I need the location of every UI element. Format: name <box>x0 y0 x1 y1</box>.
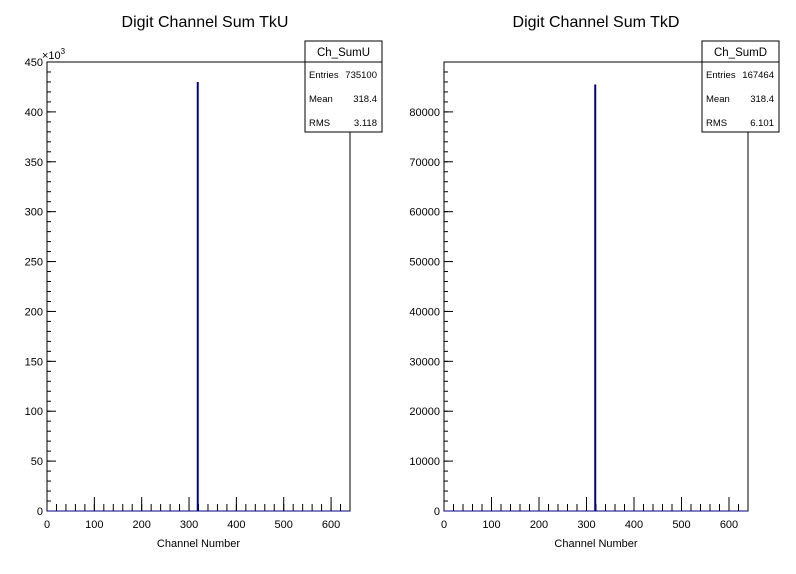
y-tick-label: 60000 <box>409 207 440 219</box>
x-tick-label: 400 <box>625 519 643 531</box>
y-tick-label: 80000 <box>409 107 440 119</box>
stats-box-title: Ch_SumD <box>714 47 767 59</box>
stats-value: 735100 <box>345 70 377 81</box>
stats-label: RMS <box>309 118 330 129</box>
x-tick-label: 300 <box>577 519 595 531</box>
y-tick-label: 400 <box>25 107 43 119</box>
y-tick-label: 70000 <box>409 157 440 169</box>
x-tick-label: 200 <box>133 519 151 531</box>
y-tick-label: 30000 <box>409 356 440 368</box>
stats-label: RMS <box>706 118 727 129</box>
x-tick-label: 400 <box>227 519 245 531</box>
stats-box: Ch_SumU Entries 735100 Mean 318.4 RMS 3.118 <box>304 40 383 133</box>
x-axis-label: Channel Number <box>554 538 637 550</box>
x-tick-label: 600 <box>720 519 738 531</box>
x-tick-label: 500 <box>672 519 690 531</box>
histogram-panel-2: Digit Channel Sum TkD 0 10000 20000 30000 400… <box>409 14 780 550</box>
chart-title: Digit Channel Sum TkU <box>122 14 289 31</box>
x-tick-label: 500 <box>275 519 293 531</box>
stats-box-title: Ch_SumU <box>317 47 370 59</box>
chart-title: Digit Channel Sum TkD <box>513 14 680 31</box>
stats-box-frame <box>304 40 383 133</box>
y-tick-label: 50 <box>31 456 43 468</box>
y-axis-multiplier: ×103 <box>42 47 66 62</box>
x-axis-label: Channel Number <box>157 538 240 550</box>
x-tick-label: 200 <box>530 519 548 531</box>
stats-box-frame <box>701 40 780 133</box>
y-tick-label: 10000 <box>409 456 440 468</box>
stats-label: Mean <box>706 94 730 105</box>
y-tick-label: 350 <box>25 157 43 169</box>
stats-value: 3.118 <box>354 118 377 129</box>
y-tick-label: 0 <box>434 506 440 518</box>
stats-label: Entries <box>706 70 736 81</box>
y-tick-label: 250 <box>25 257 43 269</box>
x-tick-label: 100 <box>482 519 500 531</box>
stats-label: Entries <box>309 70 339 81</box>
stats-value: 318.4 <box>750 94 774 105</box>
x-tick-label: 0 <box>44 519 50 531</box>
y-tick-label: 0 <box>37 506 43 518</box>
x-tick-label: 0 <box>441 519 447 531</box>
y-tick-label: 100 <box>25 406 43 418</box>
stats-value: 6.101 <box>750 118 774 129</box>
stats-box: Ch_SumD Entries 167464 Mean 318.4 RMS 6.101 <box>701 40 780 133</box>
y-tick-label: 300 <box>25 207 43 219</box>
y-tick-label: 40000 <box>409 306 440 318</box>
histogram-panel-1: Digit Channel Sum TkU 0 50 100 150 200 250 300 3… <box>25 14 383 550</box>
y-tick-label: 150 <box>25 356 43 368</box>
x-tick-label: 600 <box>322 519 340 531</box>
y-tick-label: 450 <box>25 57 43 69</box>
stats-value: 167464 <box>742 70 774 81</box>
x-tick-label: 100 <box>85 519 103 531</box>
y-tick-label: 50000 <box>409 257 440 269</box>
x-tick-label: 300 <box>180 519 198 531</box>
stats-label: Mean <box>309 94 333 105</box>
y-tick-label: 20000 <box>409 406 440 418</box>
stats-value: 318.4 <box>353 94 377 105</box>
y-tick-label: 200 <box>25 306 43 318</box>
